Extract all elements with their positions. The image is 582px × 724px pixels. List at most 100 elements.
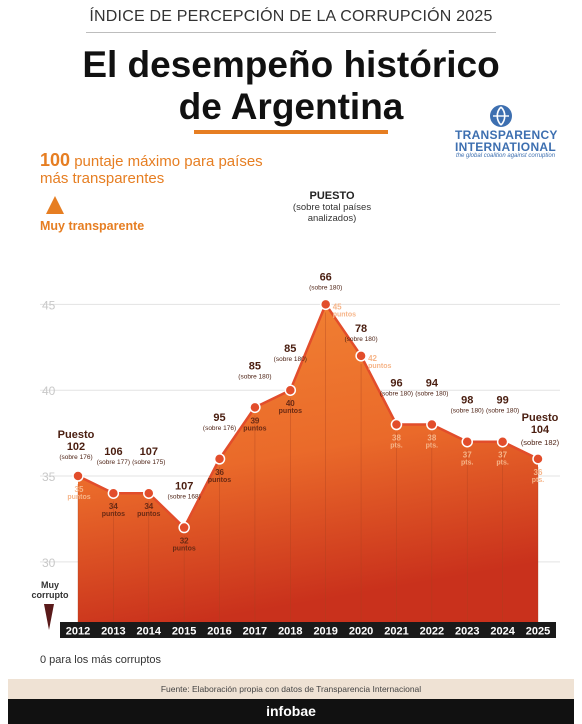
score-value: 37 [463, 451, 472, 460]
year-bar [60, 622, 556, 638]
score-unit: puntos [208, 477, 231, 484]
page-title-line1: El desempeño histórico [82, 44, 500, 85]
max-score-note: 100 puntaje máximo para países [40, 150, 263, 171]
data-point [284, 384, 297, 396]
very-transparent-label: Muy transparente [40, 219, 145, 233]
brand-band [8, 699, 574, 724]
title-underline [194, 130, 388, 134]
up-arrow-icon [46, 196, 64, 214]
very-corrupt-line2: corrupto [31, 590, 69, 600]
rank-value: 102 [67, 441, 85, 453]
score-value: 34 [109, 502, 118, 511]
score-value: 38 [392, 434, 401, 443]
rank-total: (sobre 182) [521, 438, 560, 447]
year-axis: 2012 2013 2014 2015 2016 2017 2018 2019 2020 2021… [60, 622, 556, 638]
x-tick-label: 2024 [490, 626, 515, 638]
data-point [143, 487, 155, 499]
area-fill [78, 304, 538, 622]
score-line [77, 303, 539, 529]
score-unit: puntos [137, 511, 160, 518]
rank-value: 99 [496, 395, 508, 407]
rank-prefix: Puesto [522, 412, 559, 424]
rank-header-title: PUESTO [309, 190, 355, 202]
rank-value: 85 [284, 343, 296, 355]
logo-name-line2: INTERNATIONAL [455, 140, 557, 154]
score-unit: puntos [333, 311, 356, 318]
rank-total: (sobre 180) [451, 408, 484, 415]
rank-value: 104 [531, 424, 550, 436]
x-tick-label: 2023 [455, 626, 479, 638]
rank-header-subtitle-line1: (sobre total países [292, 202, 372, 213]
area-layer [72, 298, 544, 622]
y-tick-label: 35 [42, 470, 56, 484]
x-tick-label: 2016 [207, 626, 231, 638]
score-unit: puntos [368, 363, 391, 370]
rank-total: (sobre 180) [309, 284, 342, 291]
rank-prefix: Puesto [58, 429, 95, 441]
data-point [390, 418, 403, 431]
x-tick-label: 2019 [313, 626, 337, 638]
data-point [178, 521, 190, 534]
rank-value: 107 [175, 481, 193, 493]
transparency-globe-icon [490, 105, 512, 127]
score-value: 38 [427, 434, 436, 443]
score-value: 32 [180, 537, 189, 546]
score-unit: pts. [496, 460, 509, 467]
data-point [249, 401, 261, 414]
x-tick-label: 2012 [66, 626, 90, 638]
score-unit: pts. [426, 443, 439, 450]
rank-value: 98 [461, 395, 473, 407]
rank-total: (sobre 180) [486, 408, 519, 415]
x-tick-label: 2025 [526, 626, 550, 638]
score-value: 42 [368, 354, 377, 363]
rank-total: (sobre 177) [97, 459, 130, 466]
rank-total: (sobre 168) [168, 494, 201, 501]
score-value: 36 [215, 468, 224, 477]
rank-total: (sobre 176) [203, 425, 236, 432]
x-tick-label: 2022 [420, 626, 444, 638]
rank-total: (sobre 180) [238, 373, 271, 380]
rank-value: 107 [140, 446, 158, 458]
source-text: Fuente: Elaboración propia con datos de … [160, 684, 422, 694]
score-value: 34 [144, 502, 153, 511]
y-tick-label: 45 [42, 298, 56, 312]
score-unit: pts. [461, 460, 474, 467]
score-value: 37 [498, 451, 507, 460]
rank-total: (sobre 180) [380, 391, 413, 398]
score-unit: puntos [243, 425, 266, 432]
rank-value: 66 [320, 271, 332, 283]
rank-value: 78 [355, 323, 367, 335]
rank-total: (sobre 175) [132, 459, 165, 466]
score-value: 45 [333, 302, 342, 311]
x-tick-label: 2013 [101, 626, 125, 638]
rank-total: (sobre 180) [274, 356, 307, 363]
very-corrupt-label: Muy corrupto [30, 580, 70, 600]
data-point [355, 350, 367, 362]
max-score-text-2: más transparentes [40, 170, 165, 187]
kicker-divider [86, 32, 496, 33]
rank-value: 94 [426, 378, 439, 390]
x-tick-label: 2018 [278, 626, 302, 638]
page-title-line2: de Argentina [178, 86, 404, 127]
data-point [532, 453, 544, 465]
rank-total: (sobre 180) [415, 391, 448, 398]
rank-header-subtitle-line2: analizados) [307, 213, 357, 224]
very-corrupt-line1: Muy [41, 580, 59, 590]
rank-value: 85 [249, 360, 261, 372]
rank-value: 96 [390, 378, 402, 390]
x-tick-label: 2014 [137, 626, 162, 638]
max-score-value: 100 [40, 150, 71, 170]
x-tick-label: 2021 [384, 626, 408, 638]
